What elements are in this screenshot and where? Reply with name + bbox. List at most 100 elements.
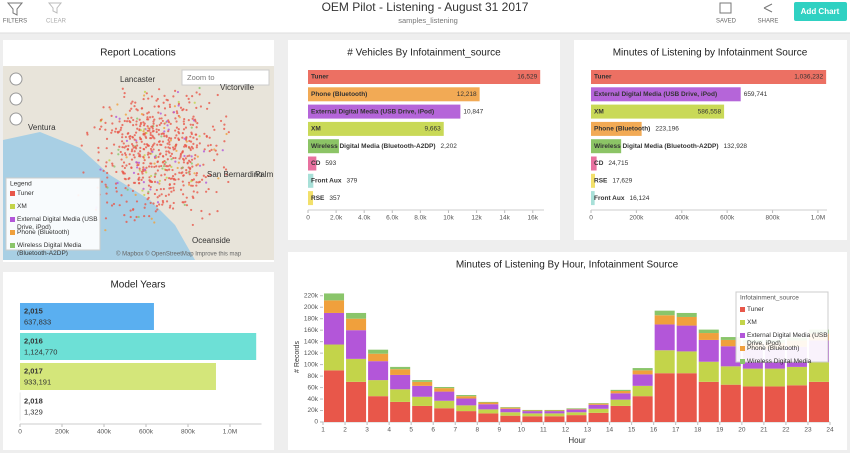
map-dot	[191, 147, 194, 150]
map-dot	[168, 105, 172, 109]
legend-item: Tuner	[17, 190, 34, 197]
map-dot	[183, 143, 187, 147]
bar-segment	[654, 324, 675, 351]
map-dot	[190, 208, 193, 212]
bar-segment	[632, 370, 653, 375]
map-dot	[165, 200, 169, 203]
map-dot	[177, 100, 180, 104]
bar-value: 16,124	[629, 195, 649, 202]
map-attribution[interactable]: © Mapbox © OpenStreetMap Improve this ma…	[116, 251, 242, 258]
x-tick-label: 200k	[629, 215, 644, 222]
legend-swatch	[740, 333, 745, 338]
map-dot	[143, 206, 146, 209]
map-dot	[217, 177, 220, 180]
map-dot	[110, 204, 114, 207]
bar-segment	[786, 366, 807, 386]
map-dot	[213, 128, 216, 131]
map-dot	[191, 184, 194, 187]
share-button[interactable]: SHARE	[758, 19, 779, 25]
bar-segment	[742, 386, 763, 422]
map-dot	[149, 180, 152, 183]
map-dot	[179, 155, 182, 158]
bar-category: 2,018	[24, 397, 43, 406]
panel-title: Minutes of Listening By Hour, Infotainme…	[456, 260, 679, 271]
map-dot	[144, 203, 147, 206]
map-tool[interactable]	[9, 112, 23, 126]
map-dot	[97, 146, 100, 150]
map-dot	[168, 168, 171, 171]
clear-icon[interactable]	[47, 2, 63, 14]
x-tick-label: 800k	[765, 215, 780, 222]
map-search-placeholder[interactable]: Zoom to	[187, 73, 215, 82]
dataset-name[interactable]: samples_listening	[398, 16, 458, 25]
map-dot	[143, 90, 147, 93]
map[interactable]: Zoom to Lancaster Victorville Ventura Sa…	[3, 66, 274, 260]
bar-segment	[478, 413, 499, 422]
save-icon[interactable]	[719, 2, 732, 14]
map-dot	[158, 140, 161, 143]
map-dot	[151, 115, 154, 118]
map-dot	[170, 158, 173, 161]
map-dot	[110, 131, 113, 134]
map-dot	[142, 162, 145, 165]
clear-button[interactable]: CLEAR	[46, 19, 67, 25]
map-dot	[133, 105, 136, 108]
map-dot	[182, 128, 186, 131]
map-dot	[129, 209, 132, 212]
map-dot	[172, 156, 175, 160]
map-dot	[209, 173, 212, 176]
map-dot	[111, 122, 114, 125]
add-chart-label[interactable]: Add Chart	[801, 7, 840, 16]
map-search[interactable]	[181, 69, 270, 86]
map-dot	[124, 135, 128, 139]
map-dot	[124, 153, 127, 157]
bar-value: 12,218	[457, 91, 477, 98]
map-dot	[190, 180, 193, 183]
map-dot	[140, 107, 143, 110]
filter-icon[interactable]	[6, 2, 24, 16]
map-dot	[172, 95, 175, 98]
map-dot	[123, 95, 126, 99]
bar-value: 132,928	[724, 143, 748, 150]
map-dot	[179, 188, 183, 191]
map-dot	[138, 182, 141, 185]
x-tick-label: 23	[804, 427, 812, 434]
map-dot	[198, 164, 202, 167]
map-dot	[118, 117, 121, 120]
map-dot	[153, 192, 157, 196]
filters-button[interactable]: FILTERS	[3, 19, 27, 25]
bar-category: RSE	[594, 178, 608, 185]
x-tick-label: 800k	[181, 429, 196, 436]
map-dot	[181, 180, 184, 183]
map-dot	[208, 213, 211, 216]
y-tick-label: 100k	[304, 361, 319, 368]
bar-segment	[522, 410, 543, 412]
bar-segment	[434, 400, 455, 409]
map-dot	[134, 193, 137, 197]
map-dot	[139, 129, 142, 132]
x-tick-label: 400k	[675, 215, 690, 222]
map-dot	[97, 151, 100, 154]
map-dot	[191, 223, 194, 227]
map-dot	[192, 115, 195, 118]
add-chart-button[interactable]	[794, 2, 847, 21]
map-dot	[105, 161, 108, 164]
map-dot	[167, 130, 170, 133]
map-tool[interactable]	[9, 72, 23, 86]
saved-button[interactable]: SAVED	[716, 19, 737, 25]
bar-segment	[456, 396, 477, 399]
map-dot	[168, 183, 171, 186]
map-dot	[106, 171, 109, 175]
legend-item: External Digital Media (USB Drive, iPod)	[17, 216, 98, 230]
map-dot	[100, 180, 104, 183]
x-tick-label: 6.0k	[386, 215, 399, 222]
map-dot	[150, 165, 153, 168]
map-tool[interactable]	[9, 92, 23, 106]
map-dot	[122, 161, 126, 164]
map-dot	[174, 173, 177, 176]
map-dot	[99, 168, 102, 171]
map-dot	[86, 131, 89, 134]
map-dot	[136, 164, 139, 167]
legend-label: XM	[17, 203, 27, 210]
share-icon[interactable]	[763, 3, 773, 13]
